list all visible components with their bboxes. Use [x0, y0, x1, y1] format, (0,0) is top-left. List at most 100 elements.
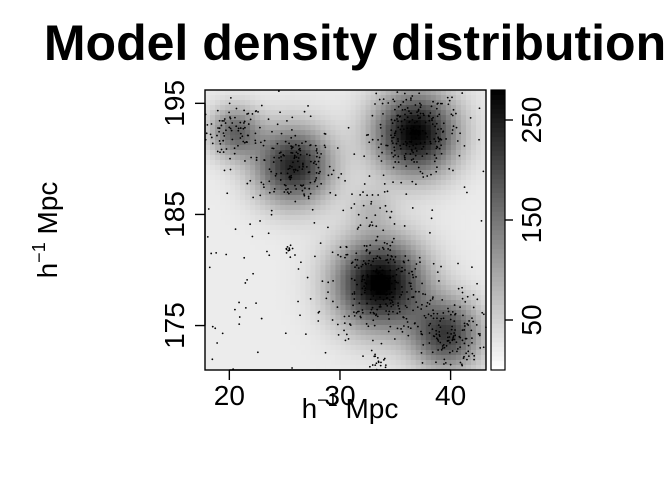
heatmap-cell: [420, 155, 427, 161]
heatmap-cell: [220, 275, 226, 281]
heatmap-cell: [255, 320, 261, 326]
heatmap-cell: [260, 120, 266, 126]
heatmap-cell: [350, 105, 356, 111]
heatmap-cell: [380, 310, 387, 316]
heatmap-cell: [350, 365, 356, 371]
heatmap-cell: [380, 190, 387, 196]
heatmap-cell: [365, 295, 371, 301]
heatmap-cell: [385, 115, 392, 121]
heatmap-cell: [365, 155, 371, 161]
heatmap-cell: [350, 200, 356, 206]
heatmap-cell: [385, 245, 392, 251]
heatmap-cell: [480, 310, 487, 316]
galaxy-point: [393, 146, 396, 149]
heatmap-cell: [250, 365, 256, 371]
heatmap-cell: [330, 345, 336, 351]
heatmap-cell: [275, 305, 281, 311]
galaxy-point: [475, 323, 478, 326]
heatmap-cell: [300, 220, 306, 226]
heatmap-cell: [350, 305, 356, 311]
heatmap-cell: [400, 270, 407, 276]
heatmap-cell: [305, 235, 311, 241]
heatmap-cell: [415, 155, 422, 161]
galaxy-point: [435, 157, 438, 159]
heatmap-cell: [455, 315, 462, 321]
heatmap-cell: [315, 265, 321, 271]
galaxy-point: [436, 103, 439, 105]
galaxy-point: [246, 278, 249, 281]
heatmap-cell: [280, 200, 286, 206]
galaxy-point: [412, 309, 414, 312]
heatmap-cell: [275, 315, 281, 321]
heatmap-cell: [420, 315, 427, 321]
heatmap-cell: [295, 310, 301, 316]
heatmap-cell: [320, 280, 326, 286]
galaxy-point: [431, 209, 434, 212]
heatmap-cell: [285, 210, 291, 216]
heatmap-cell: [210, 205, 216, 211]
heatmap-cell: [245, 285, 251, 291]
heatmap-cell: [330, 180, 336, 186]
galaxy-point: [471, 352, 474, 355]
heatmap-cell: [295, 315, 301, 321]
heatmap-cell: [210, 295, 216, 301]
x-tick-label: 30: [324, 380, 355, 411]
heatmap-cell: [390, 235, 397, 241]
galaxy-point: [447, 307, 449, 310]
heatmap-cell: [455, 135, 462, 141]
heatmap-cell: [205, 300, 211, 306]
heatmap-cell: [435, 250, 442, 256]
heatmap-cell: [275, 150, 281, 156]
heatmap-cell: [240, 220, 246, 226]
heatmap-cell: [345, 160, 351, 166]
galaxy-point: [375, 362, 378, 365]
heatmap-cell: [295, 340, 301, 346]
heatmap-cell: [275, 210, 281, 216]
galaxy-point: [454, 329, 456, 331]
heatmap-cell: [210, 170, 216, 176]
heatmap-cell: [270, 160, 276, 166]
heatmap-cell: [370, 115, 377, 121]
galaxy-point: [211, 358, 214, 361]
heatmap-cell: [310, 365, 316, 371]
heatmap-cell: [320, 285, 326, 291]
heatmap-cell: [430, 345, 437, 351]
heatmap-cell: [430, 325, 437, 331]
heatmap-cell: [230, 95, 236, 101]
heatmap-cell: [210, 120, 216, 126]
galaxy-point: [400, 131, 403, 134]
heatmap-cell: [435, 190, 442, 196]
heatmap-cell: [405, 220, 412, 226]
heatmap-cell: [355, 125, 361, 131]
heatmap-cell: [295, 210, 301, 216]
galaxy-point: [311, 208, 314, 211]
heatmap-cell: [370, 230, 377, 236]
heatmap-cell: [285, 255, 291, 261]
heatmap-cell: [415, 285, 422, 291]
heatmap-cell: [350, 150, 356, 156]
heatmap-cell: [345, 365, 351, 371]
heatmap-cell: [460, 240, 467, 246]
heatmap-cell: [350, 140, 356, 146]
heatmap-cell: [260, 285, 266, 291]
heatmap-cell: [300, 180, 306, 186]
heatmap-cell: [365, 150, 371, 156]
galaxy-point: [374, 214, 377, 217]
heatmap-cell: [250, 110, 256, 116]
heatmap-cell: [245, 240, 251, 246]
heatmap-cell: [305, 125, 311, 131]
heatmap-cell: [470, 240, 477, 246]
heatmap-cell: [405, 310, 412, 316]
heatmap-cell: [415, 240, 422, 246]
heatmap-cell: [470, 170, 477, 176]
heatmap-cell: [340, 235, 346, 241]
heatmap-cell: [305, 145, 311, 151]
heatmap-cell: [410, 160, 417, 166]
heatmap-cell: [245, 140, 251, 146]
heatmap-cell: [375, 265, 382, 271]
heatmap-cell: [420, 230, 427, 236]
galaxy-point: [369, 311, 372, 314]
galaxy-point: [381, 151, 383, 154]
heatmap-cell: [445, 350, 452, 356]
galaxy-point: [454, 312, 457, 315]
